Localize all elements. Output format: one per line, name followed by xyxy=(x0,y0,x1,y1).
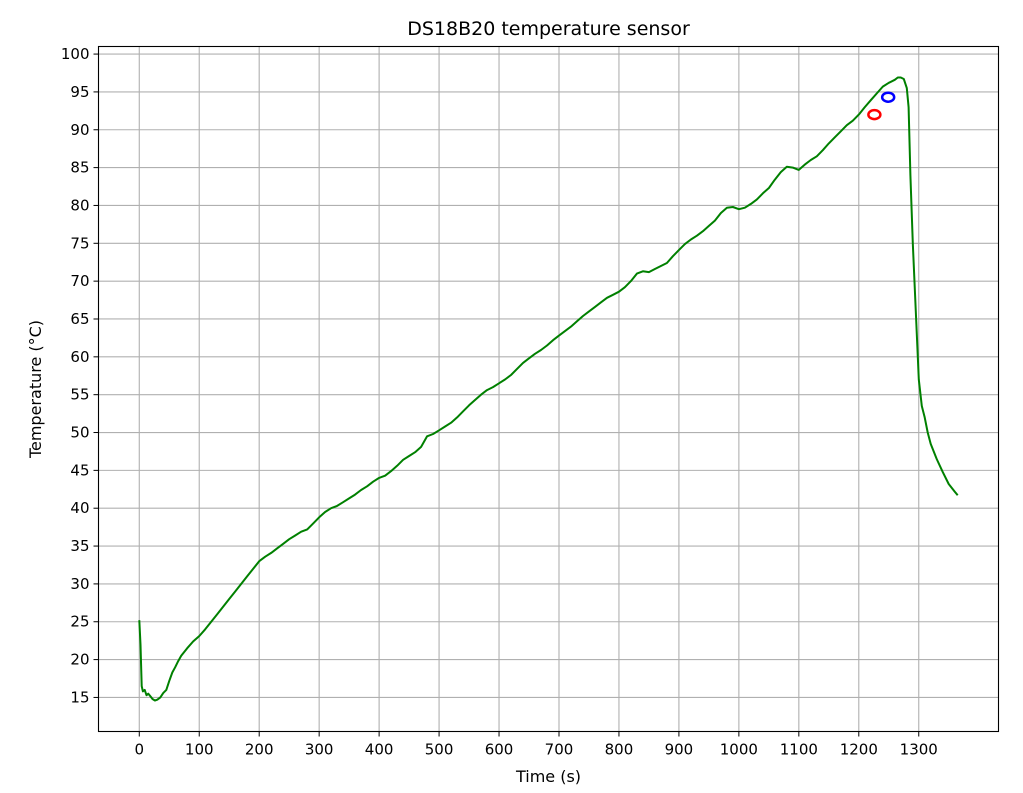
point-marker xyxy=(867,108,882,121)
x-tick-label: 300 xyxy=(305,741,334,759)
x-tick-label: 900 xyxy=(665,741,694,759)
y-tick-label: 90 xyxy=(70,121,89,139)
y-tick-label: 40 xyxy=(70,499,89,517)
x-tick-label: 400 xyxy=(365,741,394,759)
y-tick-label: 50 xyxy=(70,424,89,442)
y-tick-label: 70 xyxy=(70,272,89,290)
y-tick-label: 95 xyxy=(70,83,89,101)
y-tick-label: 25 xyxy=(70,613,89,631)
chart-title: DS18B20 temperature sensor xyxy=(407,18,690,40)
plot-frame xyxy=(97,45,1000,733)
y-axis-ticks: 15 20 25 30 35 40 45 50 55 60 65 70 75 80 85 90 95 100 xyxy=(61,45,99,706)
x-tick-label: 1300 xyxy=(900,741,938,759)
y-tick-label: 45 xyxy=(70,461,89,479)
x-tick-label: 700 xyxy=(545,741,574,759)
y-tick-label: 65 xyxy=(70,310,89,328)
x-tick-label: 800 xyxy=(605,741,634,759)
y-tick-label: 35 xyxy=(70,537,89,555)
y-tick-label: 60 xyxy=(70,348,89,366)
y-tick-label: 30 xyxy=(70,575,89,593)
x-axis-label: Time (s) xyxy=(515,767,581,786)
x-tick-label: 0 xyxy=(134,741,144,759)
y-axis-label: Temperature (°C) xyxy=(26,320,45,459)
x-tick-label: 1100 xyxy=(780,741,818,759)
y-tick-label: 20 xyxy=(70,651,89,669)
grid-layer xyxy=(98,46,999,732)
point-marker xyxy=(880,91,896,103)
y-tick-label: 85 xyxy=(70,159,89,177)
x-tick-label: 1000 xyxy=(720,741,758,759)
x-axis-ticks: 0 100 200 300 400 500 600 700 800 900 1000 1100 1200… xyxy=(134,731,938,759)
x-tick-label: 1200 xyxy=(840,741,878,759)
x-tick-label: 600 xyxy=(485,741,514,759)
y-tick-label: 100 xyxy=(61,45,90,63)
x-tick-label: 500 xyxy=(425,741,454,759)
series-layer xyxy=(138,76,959,702)
x-tick-label: 200 xyxy=(245,741,274,759)
marker-layer xyxy=(867,91,896,121)
x-tick-label: 100 xyxy=(185,741,214,759)
temperature-series-line xyxy=(138,76,959,702)
y-tick-label: 75 xyxy=(70,234,89,252)
y-tick-label: 80 xyxy=(70,196,89,214)
y-tick-label: 15 xyxy=(70,688,89,706)
y-tick-label: 55 xyxy=(70,386,89,404)
